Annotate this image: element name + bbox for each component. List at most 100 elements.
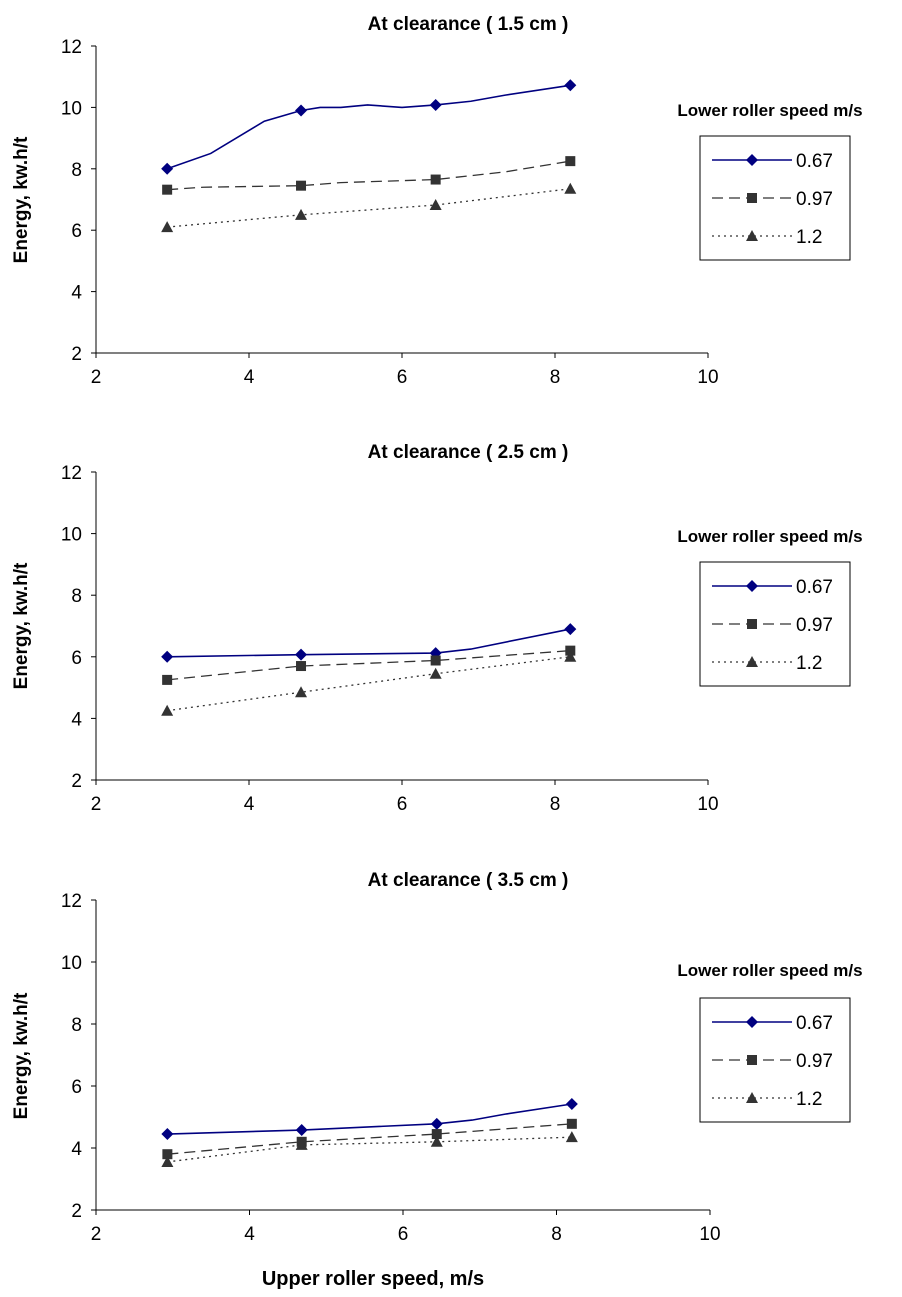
- series-line-1.2: [167, 656, 571, 712]
- data-point-1.2: [295, 208, 308, 220]
- series-line-0.67: [166, 84, 571, 170]
- data-point-0.97: [162, 1149, 173, 1160]
- legend-label-0.97: 0.97: [796, 189, 833, 210]
- x-tick-label: 4: [244, 1224, 255, 1245]
- x-tick-label: 4: [244, 794, 255, 815]
- chart-3: At clearance ( 3.5 cm ) 2 4 6 8 10 12 2 4 6 8 10 Ene…: [11, 870, 863, 1290]
- y-tick-label: 6: [71, 1077, 82, 1098]
- data-point-0.67: [565, 1097, 578, 1110]
- y-tick-label: 8: [71, 586, 82, 607]
- x-tick-label: 8: [550, 794, 561, 815]
- legend-title: Lower roller speed m/s: [677, 527, 862, 546]
- legend-marker-0.67: [746, 580, 758, 592]
- legend-marker-1.2: [746, 1092, 758, 1103]
- y-tick-label: 12: [61, 37, 82, 58]
- legend-label-0.67: 0.67: [796, 577, 833, 598]
- x-tick-label: 4: [244, 367, 255, 388]
- legend-marker-0.97: [747, 1055, 757, 1065]
- data-point-0.97: [430, 174, 441, 185]
- chart-2: At clearance ( 2.5 cm ) 2 4 6 8 10 12 2 4 6 8 10 Ene…: [11, 442, 863, 815]
- data-point-0.97: [430, 655, 441, 666]
- legend-marker-0.97: [747, 619, 757, 629]
- legend-marker-0.67: [746, 154, 758, 166]
- x-tick-label: 2: [91, 367, 102, 388]
- series-line-0.67: [167, 628, 571, 658]
- data-point-0.67: [295, 1124, 308, 1137]
- x-tick-label: 2: [91, 1224, 102, 1245]
- y-tick-label: 10: [61, 953, 82, 974]
- legend-box: [699, 135, 851, 261]
- chart-title: At clearance ( 2.5 cm ): [368, 442, 569, 463]
- series-line-0.97: [167, 160, 571, 191]
- y-tick-label: 4: [71, 709, 82, 730]
- data-point-1.2: [161, 1155, 174, 1167]
- chart-1: At clearance ( 1.5 cm ) 2 4 6 8 10 12 2 4 6 8 10 Ene…: [11, 14, 863, 388]
- data-point-0.97: [162, 674, 173, 685]
- x-tick-label: 10: [697, 367, 718, 388]
- legend-label-1.2: 1.2: [796, 1089, 822, 1110]
- legend-label-1.2: 1.2: [796, 227, 822, 248]
- y-tick-label: 10: [61, 98, 82, 119]
- x-tick-label: 6: [397, 367, 408, 388]
- data-point-0.67: [161, 650, 174, 663]
- data-point-0.67: [161, 162, 174, 175]
- y-tick-label: 12: [61, 463, 82, 484]
- y-tick-label: 2: [71, 344, 82, 365]
- y-tick-label: 2: [71, 771, 82, 792]
- data-point-1.2: [295, 1138, 308, 1150]
- legend-marker-0.97: [747, 193, 757, 203]
- data-point-0.97: [565, 156, 576, 167]
- data-point-0.67: [295, 104, 308, 117]
- data-point-1.2: [430, 1135, 443, 1147]
- legend-label-0.67: 0.67: [796, 1013, 833, 1034]
- series-line-0.67: [167, 1103, 572, 1135]
- series-line-1.2: [167, 188, 571, 228]
- y-axis-label: Energy, kw.h/t: [11, 992, 32, 1119]
- x-tick-label: 2: [91, 794, 102, 815]
- data-point-0.97: [162, 184, 173, 195]
- legend-label-0.97: 0.97: [796, 1051, 833, 1072]
- legend-box: [699, 997, 851, 1123]
- data-point-1.2: [429, 667, 442, 679]
- x-tick-label: 8: [550, 367, 561, 388]
- data-point-0.97: [431, 1129, 442, 1140]
- series-line-0.97: [167, 1123, 572, 1155]
- x-axis-label: Upper roller speed, m/s: [262, 1268, 484, 1290]
- legend-label-0.67: 0.67: [796, 151, 833, 172]
- y-tick-label: 2: [71, 1201, 82, 1222]
- y-tick-label: 12: [61, 891, 82, 912]
- data-point-0.67: [429, 98, 442, 111]
- data-point-1.2: [564, 182, 577, 194]
- x-tick-label: 8: [551, 1224, 562, 1245]
- data-point-0.97: [296, 180, 307, 191]
- data-point-1.2: [564, 650, 577, 662]
- legend-title: Lower roller speed m/s: [677, 961, 862, 980]
- legend-marker-0.67: [746, 1016, 758, 1028]
- data-point-0.97: [565, 645, 576, 656]
- y-axis-label: Energy, kw.h/t: [11, 136, 32, 263]
- y-tick-label: 10: [61, 525, 82, 546]
- x-tick-label: 6: [398, 1224, 409, 1245]
- legend-label-1.2: 1.2: [796, 653, 822, 674]
- y-tick-label: 6: [71, 648, 82, 669]
- data-point-0.67: [161, 1128, 174, 1141]
- chart-title: At clearance ( 3.5 cm ): [368, 870, 569, 891]
- y-tick-label: 8: [71, 160, 82, 181]
- y-tick-label: 8: [71, 1015, 82, 1036]
- data-point-0.67: [295, 648, 308, 661]
- y-tick-label: 4: [71, 283, 82, 304]
- y-tick-label: 6: [71, 221, 82, 242]
- data-point-1.2: [429, 199, 442, 211]
- data-point-0.67: [564, 79, 577, 92]
- data-point-1.2: [295, 686, 308, 698]
- series-line-1.2: [167, 1136, 572, 1163]
- x-tick-label: 10: [697, 794, 718, 815]
- data-point-0.97: [296, 661, 307, 672]
- chart-title: At clearance ( 1.5 cm ): [368, 14, 569, 35]
- data-point-0.97: [566, 1118, 577, 1129]
- data-point-0.67: [564, 623, 577, 636]
- data-point-1.2: [161, 221, 174, 233]
- x-tick-label: 10: [699, 1224, 720, 1245]
- y-axis-label: Energy, kw.h/t: [11, 562, 32, 689]
